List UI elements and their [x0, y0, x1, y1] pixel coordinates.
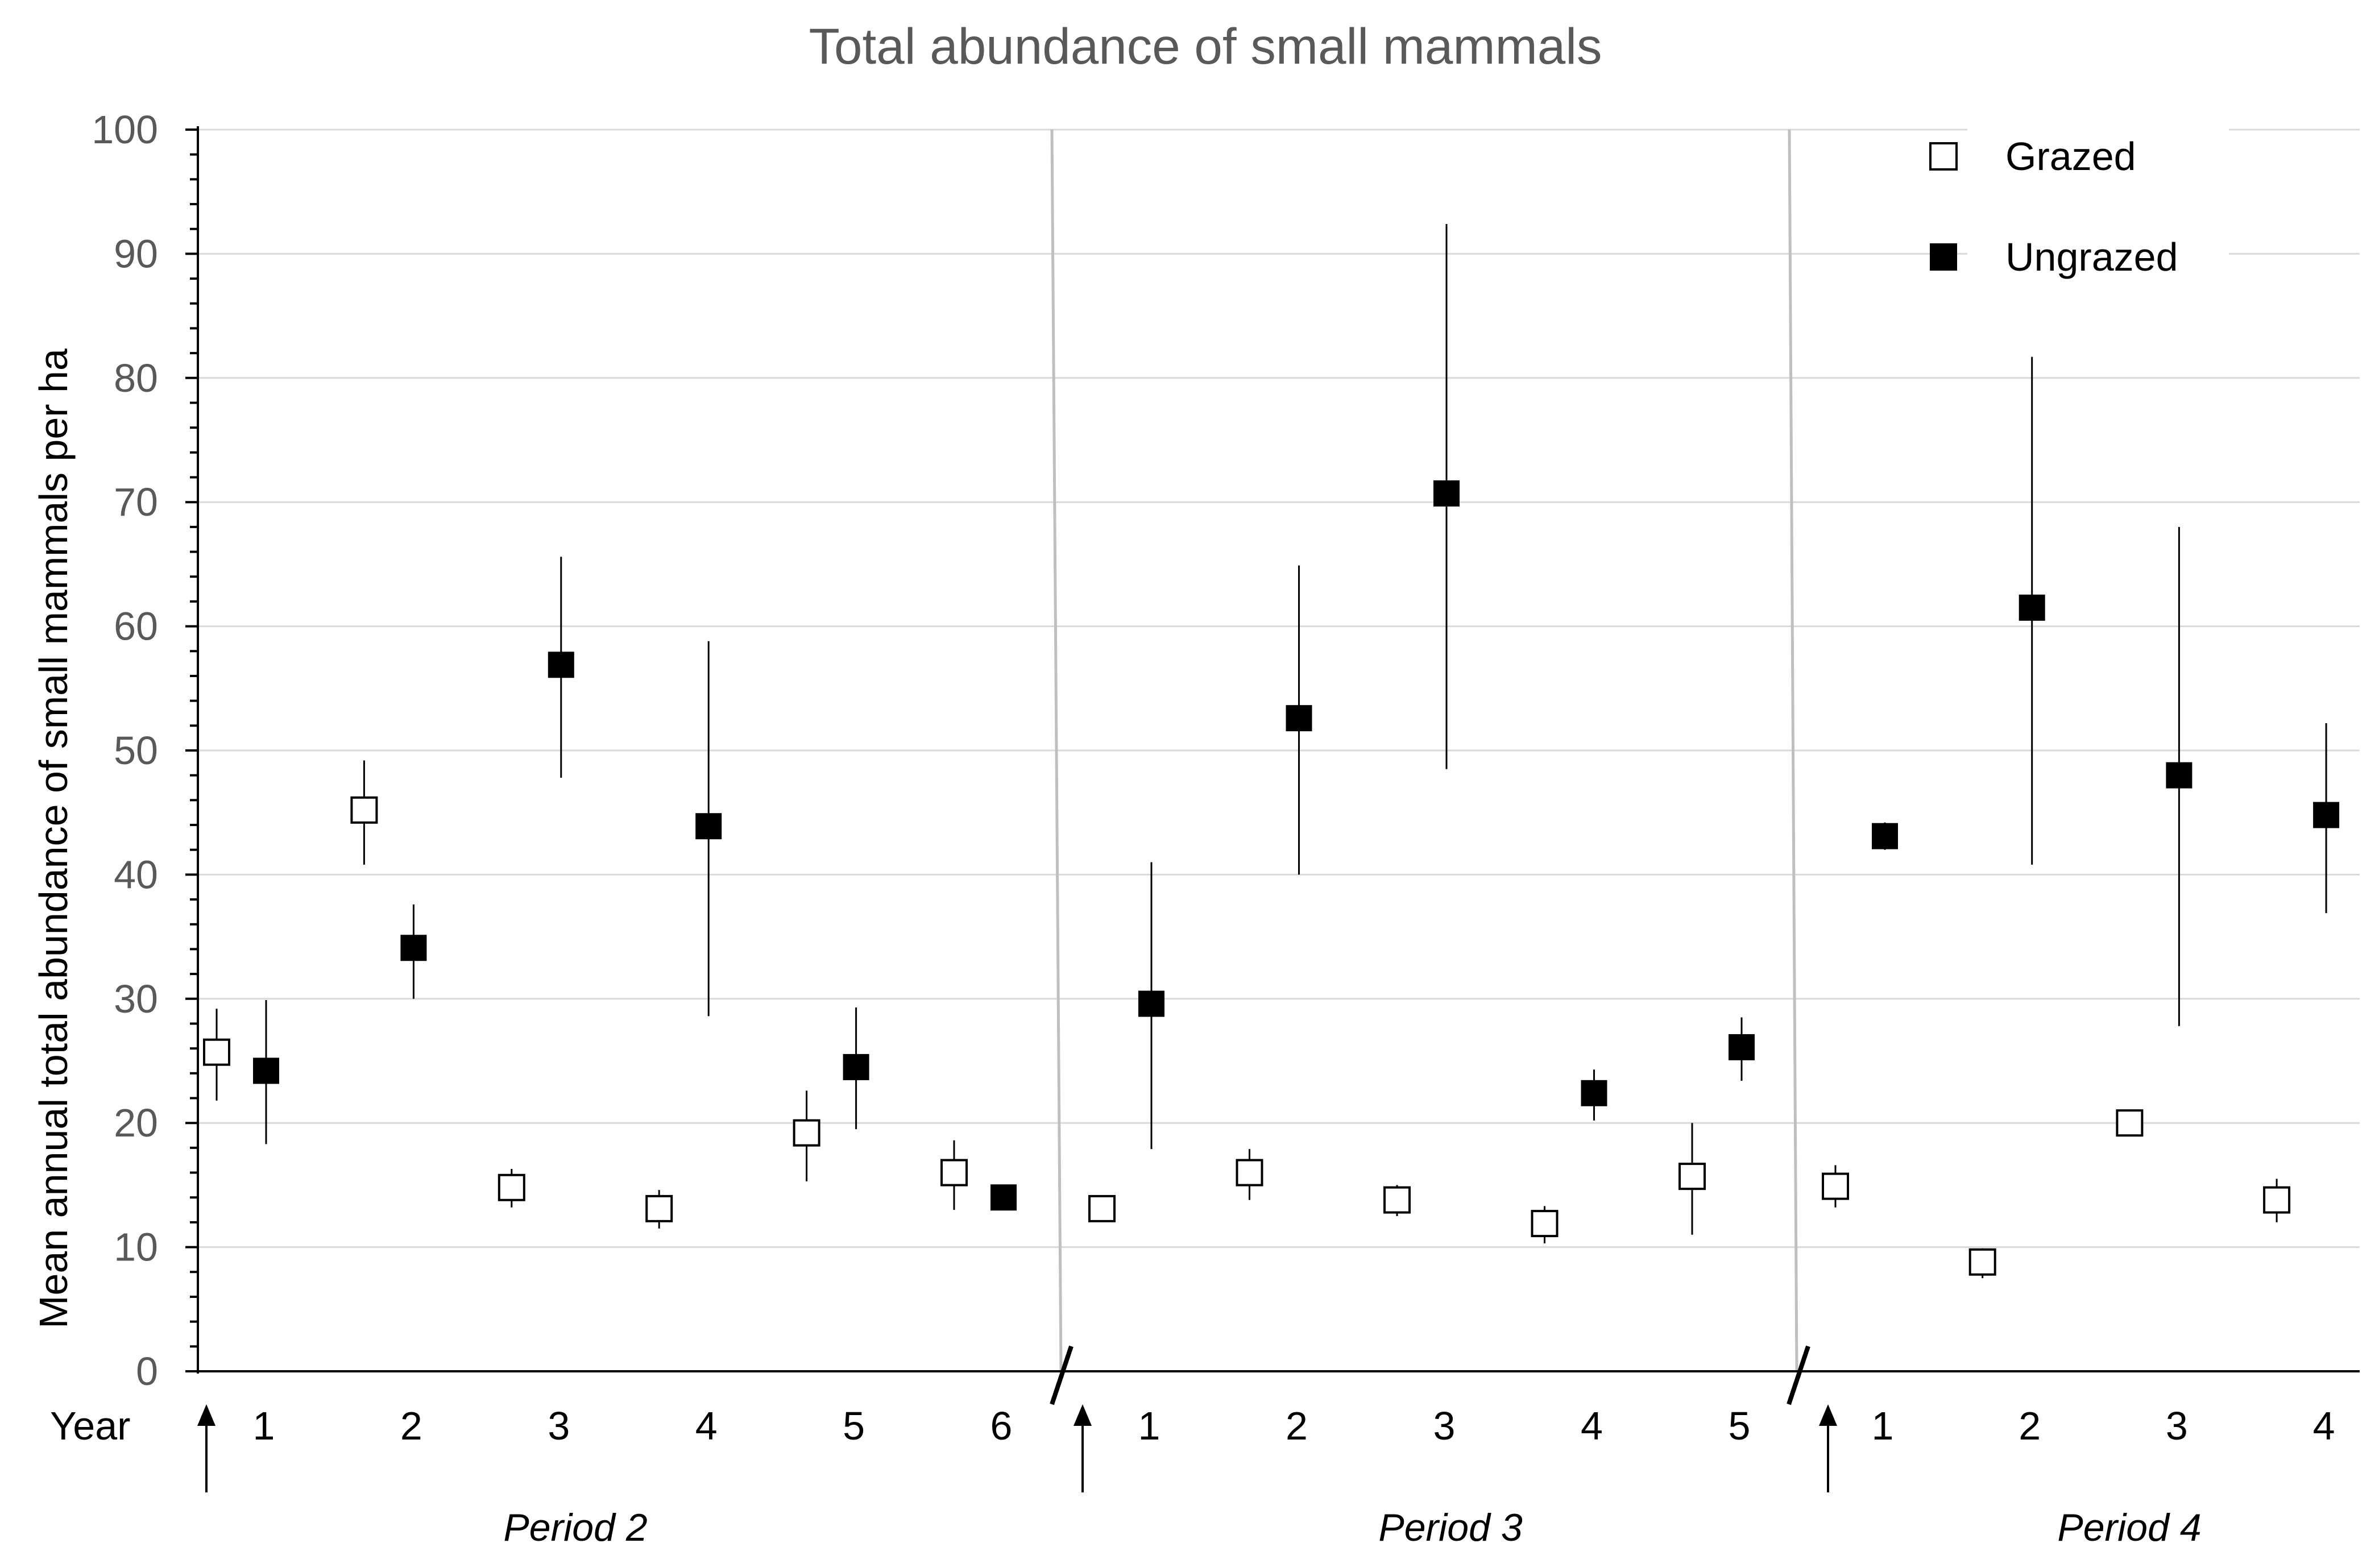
year-tick-label: 3 [1433, 1404, 1456, 1448]
y-tick-label: 60 [114, 604, 158, 649]
year-tick-label: 2 [400, 1404, 422, 1448]
year-tick-label: 2 [1286, 1404, 1308, 1448]
ungrazed-marker [548, 652, 574, 678]
year-tick-label: 4 [1581, 1404, 1603, 1448]
ungrazed-marker [1581, 1080, 1607, 1106]
year-tick-label: 4 [695, 1404, 718, 1448]
year-caption: Year [50, 1404, 130, 1448]
year-tick-label: 5 [1729, 1404, 1751, 1448]
period-label: Period 4 [2057, 1506, 2201, 1549]
y-tick-labels: 0 10 20 30 40 50 60 70 80 90 100 [92, 107, 158, 1393]
data-markers [203, 480, 2340, 1276]
year-tick-label: 2 [2019, 1404, 2041, 1448]
grazed-marker [350, 796, 378, 824]
y-tick-label: 70 [114, 480, 158, 524]
gridlines [198, 128, 2360, 1248]
year-tick-label: 3 [548, 1404, 570, 1448]
grazed-marker [793, 1119, 820, 1147]
period-divider-line [1050, 129, 1063, 1372]
period-start-arrow-head [1074, 1404, 1092, 1426]
grazed-marker [1822, 1172, 1849, 1200]
period-label: Period 2 [503, 1506, 647, 1549]
ungrazed-marker [2313, 802, 2340, 828]
x-year-labels: Year 1 2 3 4 5 6 1 2 3 4 5 1 2 3 4 [50, 1404, 2335, 1448]
grazed-marker [203, 1038, 230, 1066]
ungrazed-marker [2166, 762, 2193, 789]
ungrazed-marker [1729, 1034, 1755, 1060]
ungrazed-marker [695, 813, 722, 840]
year-tick-label: 3 [2166, 1404, 2188, 1448]
y-tick-label: 0 [136, 1349, 158, 1393]
grazed-marker [498, 1173, 525, 1201]
y-axis-title: Mean annual total abundance of small mam… [31, 349, 76, 1329]
period-divider-line [1788, 129, 1798, 1372]
ungrazed-marker [1433, 480, 1460, 507]
grazed-marker [940, 1159, 968, 1187]
grazed-marker [2263, 1186, 2291, 1214]
ungrazed-marker [253, 1057, 279, 1084]
y-tick-label: 20 [114, 1101, 158, 1145]
year-tick-label: 1 [1872, 1404, 1894, 1448]
y-tick-label: 30 [114, 977, 158, 1021]
chart-title: Total abundance of small mammals [809, 18, 1602, 74]
axis-break-mark [1050, 1345, 1074, 1405]
grazed-marker [1236, 1159, 1263, 1187]
year-tick-label: 6 [990, 1404, 1013, 1448]
year-tick-label: 5 [843, 1404, 865, 1448]
ungrazed-marker [1138, 990, 1164, 1017]
y-tick-label: 80 [114, 356, 158, 400]
ungrazed-marker [843, 1053, 869, 1080]
ungrazed-marker [400, 935, 427, 961]
period-start-arrow-head [1819, 1404, 1837, 1426]
grazed-marker [1088, 1194, 1116, 1222]
axes [185, 126, 2360, 1405]
y-tick-label: 10 [114, 1225, 158, 1270]
year-tick-label: 4 [2313, 1404, 2335, 1448]
axis-break-mark [1787, 1345, 1810, 1405]
ungrazed-marker [1872, 823, 1898, 849]
period-start-arrow-head [197, 1404, 215, 1426]
year-tick-label: 1 [253, 1404, 275, 1448]
ungrazed-marker [2019, 594, 2045, 621]
period-start-arrows [197, 1404, 1837, 1492]
year-tick-label: 1 [1138, 1404, 1161, 1448]
legend-ungrazed-swatch [1930, 243, 1957, 271]
ungrazed-marker [990, 1184, 1017, 1211]
ungrazed-marker [1286, 705, 1312, 732]
period-label: Period 3 [1378, 1506, 1522, 1549]
legend-background [1967, 125, 2229, 290]
legend-label: Grazed [2005, 134, 2136, 179]
grazed-marker [1968, 1248, 1996, 1276]
grazed-marker [1531, 1210, 1559, 1238]
legend: Grazed Ungrazed [1929, 125, 2229, 290]
grazed-marker [1383, 1186, 1411, 1214]
legend-grazed-swatch [1929, 142, 1958, 171]
y-tick-label: 50 [114, 728, 158, 773]
y-tick-label: 100 [92, 107, 158, 152]
grazed-marker [1678, 1163, 1706, 1190]
period-labels: Period 2 Period 3 Period 4 [503, 1506, 2201, 1549]
grazed-marker [2116, 1109, 2144, 1137]
y-tick-label: 40 [114, 852, 158, 897]
grazed-marker [645, 1194, 673, 1222]
legend-label: Ungrazed [2005, 235, 2178, 279]
period-dividers [1050, 129, 1798, 1372]
y-tick-label: 90 [114, 231, 158, 276]
